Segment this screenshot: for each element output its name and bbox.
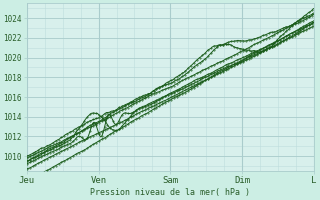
X-axis label: Pression niveau de la mer( hPa ): Pression niveau de la mer( hPa ) bbox=[90, 188, 250, 197]
